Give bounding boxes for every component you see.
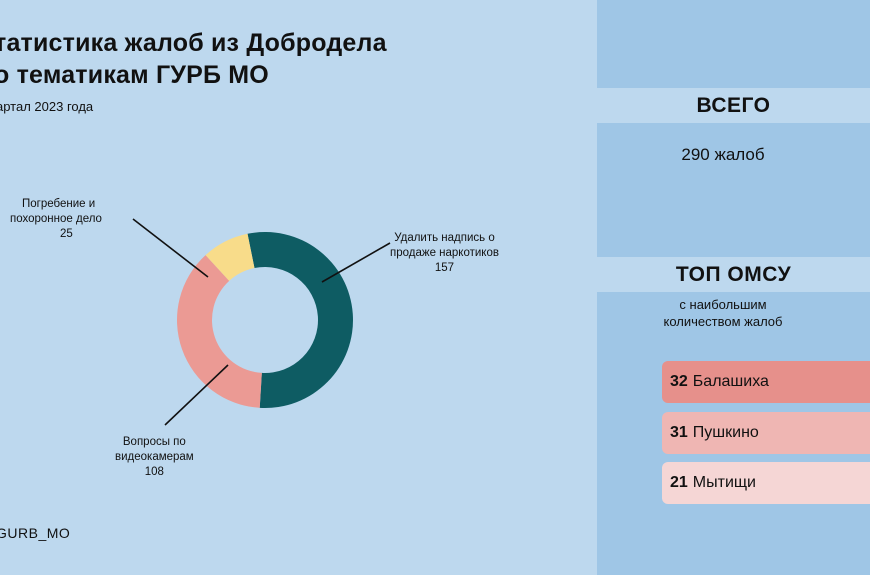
slice-cameras	[177, 255, 262, 408]
omsu-row-mytishchi: 21 Мытищи	[662, 462, 870, 504]
omsu-count: 32	[670, 373, 688, 390]
slice-burial	[205, 233, 255, 281]
title-line-2: о тематикам ГУРБ МО	[0, 61, 269, 89]
slice-label-burial: Погребение и похоронное дело 25	[10, 197, 102, 242]
leader-line-drugs	[321, 242, 391, 283]
omsu-name: Балашиха	[692, 373, 769, 390]
top-sub-line: количеством жалоб	[663, 314, 783, 329]
slice-label-text: Удалить надпись о	[394, 232, 495, 244]
slice-label-text: Вопросы по	[122, 436, 186, 448]
total-value: 290 жалоб	[681, 145, 765, 164]
omsu-count: 31	[670, 424, 688, 441]
omsu-count: 21	[670, 474, 688, 491]
donut-chart	[132, 218, 391, 426]
slice-label-text: продаже наркотиков	[390, 247, 499, 259]
omsu-row-pushkino: 31 Пушкино	[662, 412, 870, 454]
leader-line-cameras	[164, 364, 229, 426]
page-subtitle: артал 2023 года	[0, 99, 94, 114]
title-line-1: татистика жалоб из Добродела	[0, 29, 387, 57]
slice-label-text: видеокамерам	[115, 451, 194, 463]
leader-line-burial	[132, 218, 209, 278]
omsu-row-balashikha: 32 Балашиха	[662, 361, 870, 403]
omsu-name: Пушкино	[692, 424, 759, 441]
omsu-name: Мытищи	[692, 474, 756, 491]
slice-label-text: Погребение и	[22, 198, 96, 210]
slice-label-value: 108	[144, 466, 164, 478]
footer-handle: GURB_MO	[0, 525, 71, 541]
slice-label-drugs: Удалить надпись о продаже наркотиков 157	[390, 231, 499, 276]
top-sub-line: с наибольшим	[679, 297, 767, 312]
slice-label-cameras: Вопросы по видеокамерам 108	[115, 435, 194, 480]
top-heading: ТОП ОМСУ	[597, 257, 870, 292]
slice-label-value: 25	[60, 228, 73, 240]
total-heading: ВСЕГО	[597, 88, 870, 123]
top-subheading: с наибольшим количеством жалоб	[597, 296, 849, 330]
slice-drugs	[247, 231, 354, 408]
slice-label-value: 157	[434, 262, 455, 274]
page-title: татистика жалоб из Добродела о тематикам…	[0, 27, 387, 91]
summary-panel: ВСЕГО 290 жалоб ТОП ОМСУ с наибольшим ко…	[597, 0, 870, 575]
slice-label-text: похоронное дело	[10, 213, 102, 225]
